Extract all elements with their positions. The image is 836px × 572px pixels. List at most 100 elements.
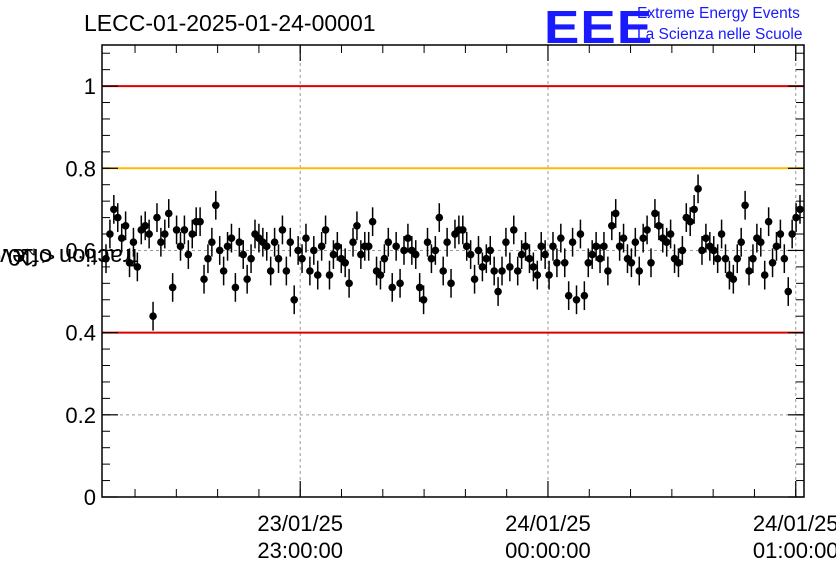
data-point (462, 242, 471, 251)
data-point (607, 222, 616, 230)
data-point (200, 275, 208, 284)
data-point (572, 295, 581, 304)
data-point (745, 267, 753, 275)
y-tick-label: 0.4 (65, 321, 96, 346)
data-point (349, 238, 357, 247)
data-point (298, 254, 306, 263)
data-point (600, 242, 608, 251)
data-point (494, 287, 502, 296)
data-point (796, 205, 804, 214)
data-point (466, 250, 475, 259)
x-tick-date-label: 24/01/25 (505, 511, 591, 536)
data-point (110, 205, 118, 214)
data-point (490, 267, 498, 275)
data-point (239, 250, 248, 259)
data-point (506, 263, 514, 271)
data-point (545, 271, 553, 279)
data-point (208, 238, 216, 247)
data-point (474, 246, 483, 255)
data-point (576, 230, 585, 238)
data-point (564, 291, 573, 300)
data-point (145, 230, 153, 238)
data-point (168, 283, 177, 292)
data-point (227, 234, 236, 242)
data-point (204, 254, 212, 263)
data-point (713, 254, 722, 263)
data-point (655, 222, 663, 230)
data-point (294, 246, 302, 255)
data-point (404, 234, 412, 242)
y-tick-label: 0.8 (65, 156, 96, 181)
data-point (639, 234, 647, 242)
data-point (400, 246, 408, 255)
data-point (631, 238, 640, 247)
data-point (266, 267, 275, 275)
data-point (741, 201, 749, 210)
data-point (702, 234, 710, 242)
data-point (427, 254, 436, 263)
data-point (274, 254, 283, 263)
data-point (525, 254, 534, 263)
data-point (223, 242, 232, 251)
data-point (345, 279, 353, 288)
data-point (215, 246, 224, 255)
data-point (611, 209, 620, 218)
data-point (717, 230, 726, 238)
data-point (219, 267, 228, 275)
data-point (592, 242, 600, 251)
data-point (333, 242, 342, 251)
data-point (756, 238, 765, 247)
data-point (580, 291, 589, 300)
data-point (302, 234, 310, 242)
data-point (447, 279, 455, 288)
x-tick-date-label: 23/01/25 (257, 511, 343, 536)
data-point (310, 246, 318, 255)
data-point (674, 258, 683, 267)
data-point (364, 242, 373, 251)
data-point (415, 283, 424, 292)
data-point (270, 238, 279, 247)
y-tick-label: 1 (84, 74, 96, 99)
data-point (764, 217, 773, 226)
data-point (588, 250, 596, 259)
data-point (368, 217, 377, 226)
data-point (784, 287, 793, 296)
data-point (176, 242, 185, 251)
data-point (317, 242, 326, 251)
data-point (243, 275, 251, 284)
data-point (286, 238, 295, 247)
data-point (129, 238, 138, 247)
data-point (211, 201, 220, 210)
data-point (486, 246, 495, 255)
data-point (290, 295, 299, 304)
data-point (733, 254, 742, 263)
logo-line-2: La Scienza nelle Scuole (637, 26, 803, 43)
data-point (768, 258, 777, 267)
data-point (627, 258, 636, 267)
data-point (247, 254, 255, 263)
data-point (423, 238, 432, 247)
data-point (188, 230, 197, 238)
data-point (325, 271, 334, 279)
y-tick-label: 0.2 (65, 403, 96, 428)
data-point (568, 238, 577, 247)
data-point (498, 267, 506, 275)
data-point (541, 250, 549, 259)
data-point (776, 230, 785, 238)
data-point (478, 263, 487, 271)
data-point (161, 230, 169, 238)
data-point (384, 238, 393, 247)
x-tick-time-label: 23:00:00 (257, 538, 343, 563)
data-point (690, 205, 698, 214)
data-point (615, 242, 624, 251)
x-tick-time-label: 01:00:00 (753, 538, 836, 563)
data-point (788, 230, 796, 238)
logo-mark: EEE (544, 1, 654, 53)
x-tick-time-label: 00:00:00 (505, 538, 591, 563)
data-point (662, 238, 671, 247)
data-point (341, 258, 349, 267)
data-point (635, 267, 644, 275)
data-point (482, 254, 491, 263)
data-point (282, 267, 291, 275)
